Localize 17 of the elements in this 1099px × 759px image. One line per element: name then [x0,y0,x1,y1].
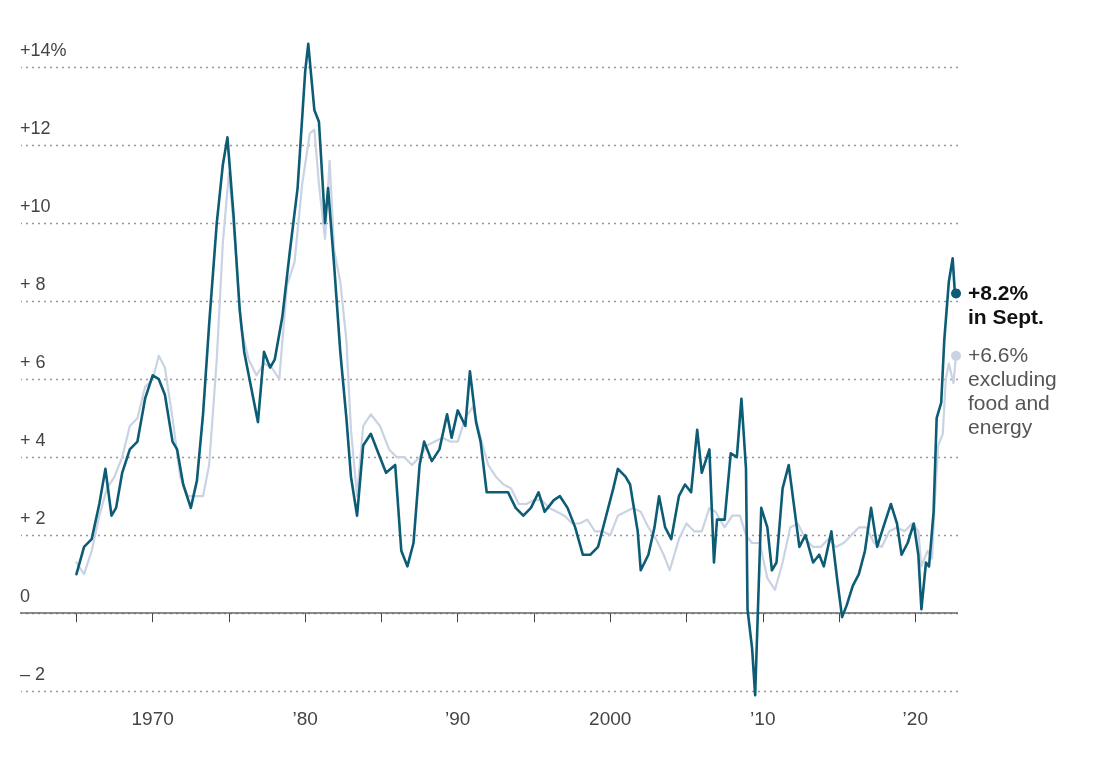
y-tick-label: + 2 [20,508,46,529]
x-tick-label: 1970 [131,708,174,729]
y-tick-label: +14% [20,40,67,61]
x-tick-label: ’80 [292,708,318,729]
y-tick-label: + 4 [20,430,46,451]
y-tick-label: 0 [20,586,31,607]
annotation: +6.6% excluding food and energy [968,343,1057,439]
y-tick-label: +12 [20,118,51,139]
y-tick-label: + 8 [20,274,46,295]
x-tick-label: 2000 [589,708,632,729]
y-tick-label: + 6 [20,352,46,373]
annotation: +8.2% in Sept. [968,280,1044,328]
y-tick-label: – 2 [20,664,46,685]
y-tick-label: +10 [20,196,51,217]
x-tick-label: ’20 [902,708,928,729]
x-tick-label: ’10 [750,708,776,729]
x-tick-label: ’90 [445,708,471,729]
